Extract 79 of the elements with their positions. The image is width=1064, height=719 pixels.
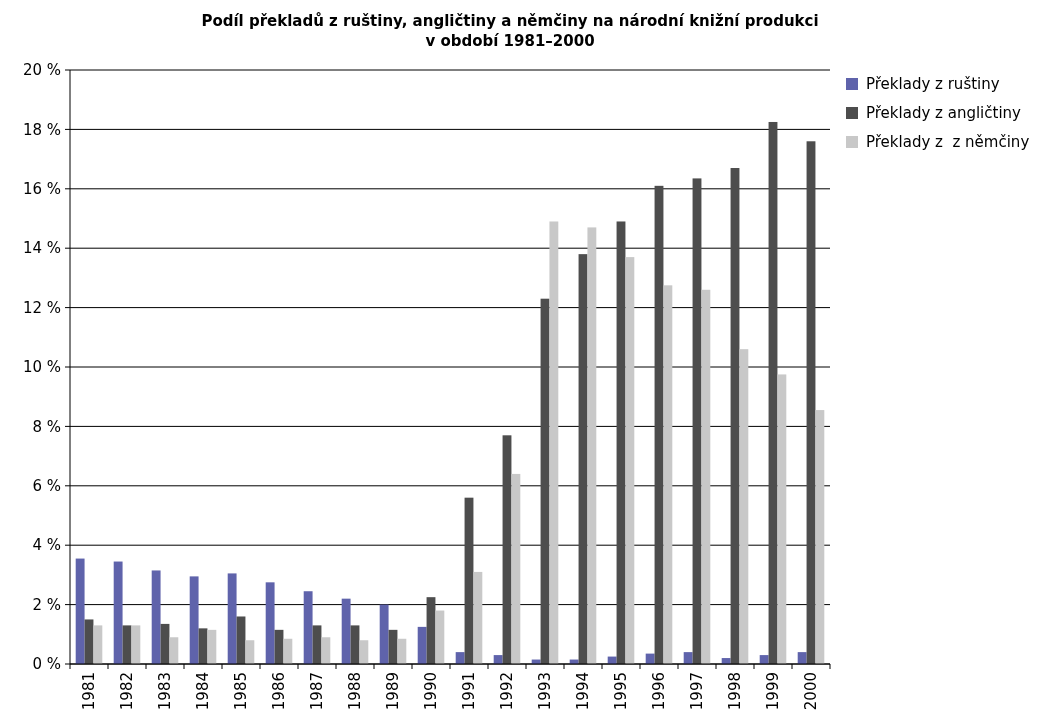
x-tick-label: 1983 xyxy=(156,672,175,711)
y-tick-label: 14 % xyxy=(22,239,61,258)
bar xyxy=(759,655,769,664)
bar xyxy=(663,285,673,664)
y-tick-label: 0 % xyxy=(32,655,61,674)
y-tick-label: 2 % xyxy=(32,595,61,614)
bar xyxy=(417,626,427,664)
bar xyxy=(730,168,740,664)
x-tick-label: 1981 xyxy=(80,672,99,711)
x-tick-label: 1988 xyxy=(346,672,365,711)
x-tick-label: 1998 xyxy=(726,672,745,711)
bar xyxy=(473,571,483,664)
bar xyxy=(397,638,407,664)
bar xyxy=(359,640,369,664)
bar xyxy=(283,638,293,664)
bar xyxy=(587,227,597,664)
legend-label: Překlady z z němčiny xyxy=(866,133,1030,152)
legend-label: Překlady z angličtiny xyxy=(866,104,1022,123)
y-tick-label: 10 % xyxy=(22,358,61,377)
x-tick-label: 1984 xyxy=(194,672,213,711)
bar xyxy=(578,254,588,664)
x-tick-label: 2000 xyxy=(802,672,821,711)
bar xyxy=(151,570,161,664)
bar xyxy=(683,652,693,664)
bar xyxy=(797,652,807,664)
bar xyxy=(502,435,512,664)
x-tick-label: 1985 xyxy=(232,672,251,711)
bar xyxy=(227,573,237,664)
x-tick-label: 1990 xyxy=(422,672,441,711)
bar xyxy=(616,221,626,664)
bar xyxy=(341,598,351,664)
y-tick-label: 8 % xyxy=(32,417,61,436)
y-tick-label: 6 % xyxy=(32,477,61,496)
chart-title: Podíl překladů z ruštiny, angličtiny a němčiny na národní knižní produkci v období 1981–2000 xyxy=(201,12,819,50)
bar xyxy=(245,640,255,664)
bar xyxy=(540,298,550,664)
bar xyxy=(493,655,503,664)
bar xyxy=(169,637,179,664)
bar xyxy=(75,558,85,664)
bar xyxy=(768,121,778,664)
x-tick-label: 1996 xyxy=(650,672,669,711)
x-tick-label: 1999 xyxy=(764,672,783,711)
x-tick-label: 1991 xyxy=(460,672,479,711)
x-tick-label: 1987 xyxy=(308,672,327,711)
bar xyxy=(654,185,664,664)
bar xyxy=(777,374,787,664)
bar xyxy=(455,652,465,664)
bar xyxy=(321,637,331,664)
bar xyxy=(625,257,635,664)
bar xyxy=(113,561,123,664)
x-tick-label: 1982 xyxy=(118,672,137,711)
bar xyxy=(93,625,103,664)
bar xyxy=(207,629,217,664)
bar xyxy=(549,221,559,664)
bar xyxy=(815,410,825,664)
y-tick-label: 20 % xyxy=(22,61,61,80)
y-tick-label: 16 % xyxy=(22,180,61,199)
bar xyxy=(701,289,711,664)
x-tick-label: 1997 xyxy=(688,672,707,711)
x-tick-label: 1989 xyxy=(384,672,403,711)
bar xyxy=(692,178,702,664)
bar xyxy=(806,141,816,664)
bar xyxy=(511,473,521,664)
x-tick-label: 1994 xyxy=(574,672,593,711)
legend-label: Překlady z ruštiny xyxy=(866,75,1000,94)
bar xyxy=(435,610,445,664)
bar xyxy=(131,625,141,664)
x-tick-label: 1992 xyxy=(498,672,517,711)
x-tick-label: 1986 xyxy=(270,672,289,711)
bar xyxy=(189,576,199,664)
y-tick-label: 12 % xyxy=(22,298,61,317)
x-tick-label: 1993 xyxy=(536,672,555,711)
y-tick-label: 18 % xyxy=(22,120,61,139)
x-tick-label: 1995 xyxy=(612,672,631,711)
bar xyxy=(739,349,749,664)
y-tick-label: 4 % xyxy=(32,536,61,555)
bar xyxy=(303,591,313,664)
bar xyxy=(379,604,389,664)
bar xyxy=(265,582,275,664)
